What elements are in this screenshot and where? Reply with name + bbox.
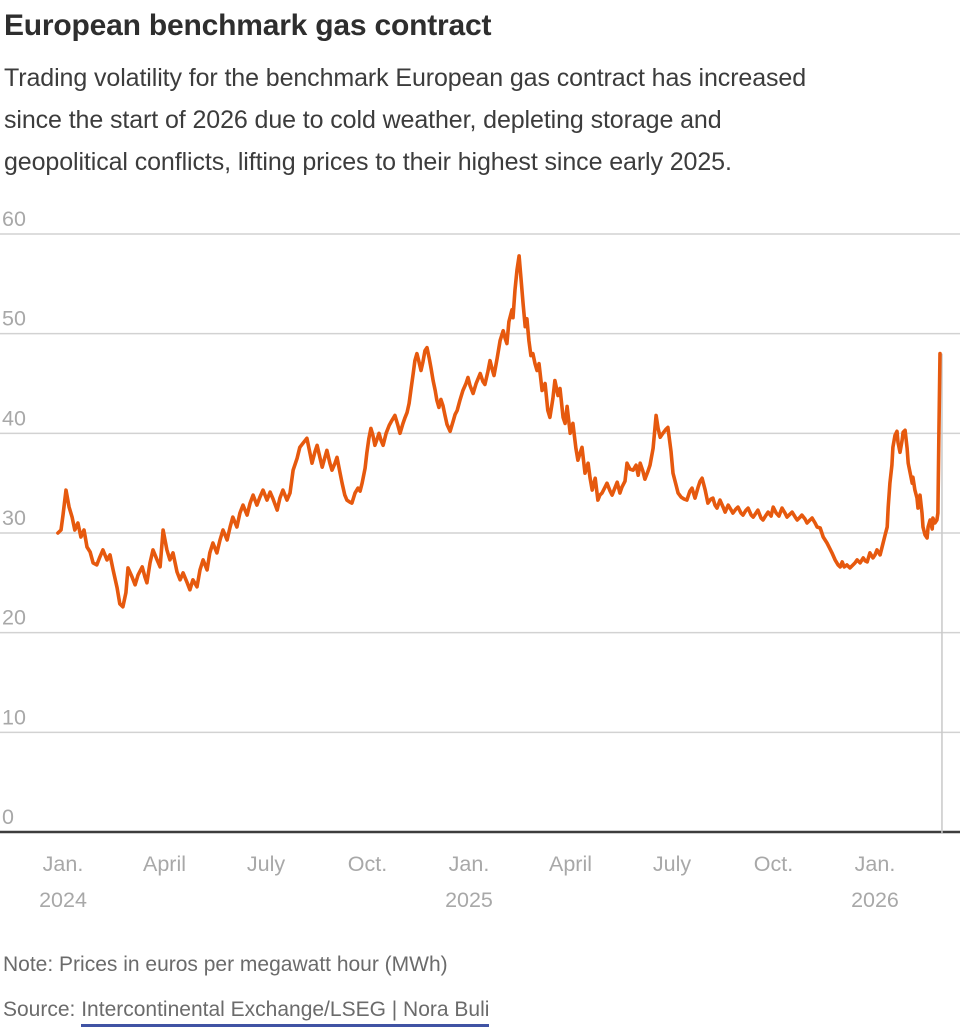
source-link[interactable]: Intercontinental Exchange/LSEG | Nora Bu… (81, 998, 490, 1027)
x-tick-label-3-month: Oct. (348, 852, 387, 876)
x-tick-label-8-month: Jan. (855, 852, 896, 876)
chart-subtitle-line-1: Trading volatility for the benchmark Eur… (4, 64, 807, 92)
chart-source: Source: Intercontinental Exchange/LSEG |… (3, 998, 490, 1027)
y-tick-label-40: 40 (2, 406, 26, 430)
chart-note: Note: Prices in euros per megawatt hour … (3, 953, 448, 976)
price-line (56, 254, 942, 609)
source-label: Source: (3, 998, 82, 1021)
y-tick-label-0: 0 (2, 805, 14, 829)
x-tick-label-6-month: July (653, 852, 691, 876)
x-tick-label-5-month: April (549, 852, 592, 876)
chart-title: European benchmark gas contract (4, 9, 492, 42)
x-tick-label-0-month: Jan. (43, 852, 84, 876)
x-tick-label-4-year: 2025 (445, 888, 493, 912)
chart-subtitle-line-2: since the start of 2026 due to cold weat… (4, 106, 722, 134)
y-tick-label-60: 60 (2, 207, 26, 231)
price-line-chart: 0 10 20 30 40 50 60 Jan. 2024 April July Oct. Jan. 20… (0, 207, 960, 912)
x-tick-label-0-year: 2024 (39, 888, 87, 912)
y-tick-label-50: 50 (2, 307, 26, 331)
y-tick-label-30: 30 (2, 506, 26, 530)
chart-subtitle: Trading volatility for the benchmark Eur… (4, 57, 956, 183)
y-tick-label-20: 20 (2, 606, 26, 630)
y-tick-label-10: 10 (2, 705, 26, 729)
x-tick-label-2-month: July (247, 852, 285, 876)
x-tick-label-4-month: Jan. (449, 852, 490, 876)
x-tick-label-8-year: 2026 (851, 888, 899, 912)
x-tick-label-1-month: April (143, 852, 186, 876)
x-tick-label-7-month: Oct. (754, 852, 793, 876)
chart-subtitle-line-3: geopolitical conflicts, lifting prices t… (4, 148, 732, 176)
